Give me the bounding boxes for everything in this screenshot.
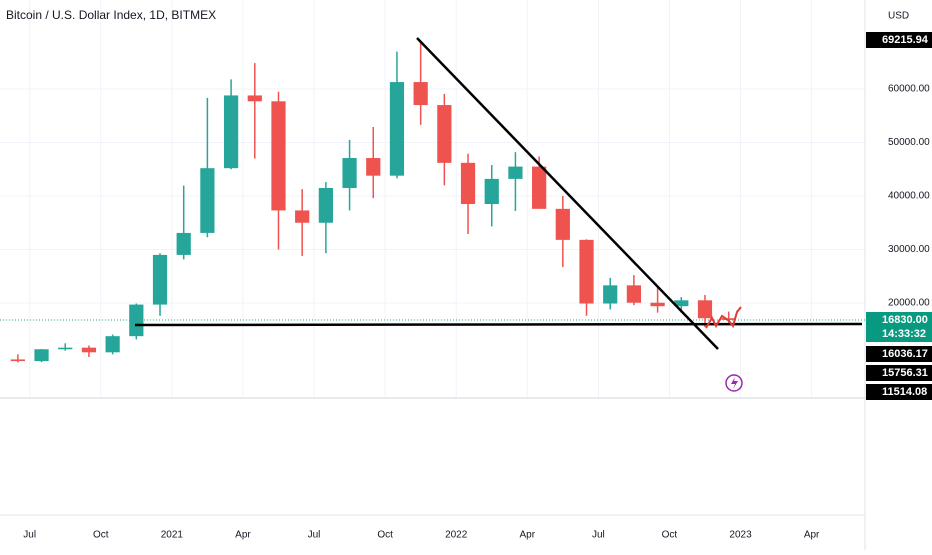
price-label: 14:33:32 [882,328,926,340]
candle-body [152,254,168,305]
price-label: 16830.00 [882,314,928,326]
price-label-box [866,384,932,400]
price-label: 69215.94 [882,34,929,46]
candle-body [34,349,49,362]
candle-body [437,105,452,163]
candle-body [721,318,736,320]
candle-body [484,178,499,205]
price-label: 15756.31 [882,367,928,379]
price-label: 16036.17 [882,348,928,360]
event-icon-bolt [731,377,738,389]
candle-body [271,101,286,211]
x-tick-label: 2021 [161,530,184,541]
candle-body [626,285,642,303]
y-tick-label: 30000.00 [888,244,930,255]
x-tick-label: Jul [23,530,36,541]
candle-body [532,166,547,209]
y-tick-label: 60000.00 [888,84,930,95]
x-tick-label: Oct [662,530,678,541]
x-tick-label: Apr [235,530,251,541]
price-label-box [866,312,932,328]
candles [0,40,865,363]
candle-body [129,304,144,337]
candle-body [58,347,73,350]
support-line [134,322,863,327]
price-label-box [866,365,932,381]
x-tick-label: 2022 [445,530,468,541]
candle-body [579,239,594,304]
candle-body [389,82,405,176]
candle-body [10,359,25,362]
y-tick-label: 20000.00 [888,298,930,309]
candle-body [603,285,618,304]
x-tick-label: Oct [377,530,393,541]
overlay: 69215.94 16830.00 14:33:32 16036.17 15756.31… [866,32,932,400]
candle-body [342,158,357,188]
price-label: 11514.08 [882,386,927,398]
candle-body [674,300,689,307]
candle-body [223,95,239,169]
candle-body [81,347,97,353]
price-label-box [866,346,932,362]
candle-body [508,166,523,179]
candle-body [697,300,713,319]
x-tick-label: Apr [804,530,820,541]
candle-body [413,82,428,106]
grid [0,0,865,398]
event-icon [725,374,743,392]
projection-drawing [705,306,742,329]
x-tick-label: 2023 [729,530,752,541]
x-tick-label: Jul [592,530,605,541]
candle-body [295,210,310,223]
candle-body [650,302,665,307]
candle-body [460,162,476,205]
candle-body [555,208,570,240]
chart-title: Bitcoin / U.S. Dollar Index, 1D, BITMEX [6,8,216,22]
x-tick-label: Oct [93,530,109,541]
y-tick-label: 40000.00 [888,191,930,202]
x-tick-label: Jul [308,530,321,541]
candle-body [105,336,120,353]
candle-body [318,187,333,223]
price-label-box [866,32,932,48]
x-tick-label: Apr [519,530,535,541]
candle-body [247,95,262,102]
candle-body [200,168,215,233]
candle-body [366,158,381,176]
y-tick-label: 50000.00 [888,137,930,148]
candle-body [176,232,191,255]
currency-label: USD [888,11,909,22]
trendline [416,37,719,350]
price-label-box [866,326,932,342]
